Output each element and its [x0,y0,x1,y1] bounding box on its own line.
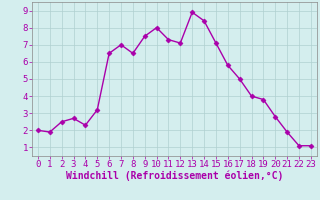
X-axis label: Windchill (Refroidissement éolien,°C): Windchill (Refroidissement éolien,°C) [66,171,283,181]
